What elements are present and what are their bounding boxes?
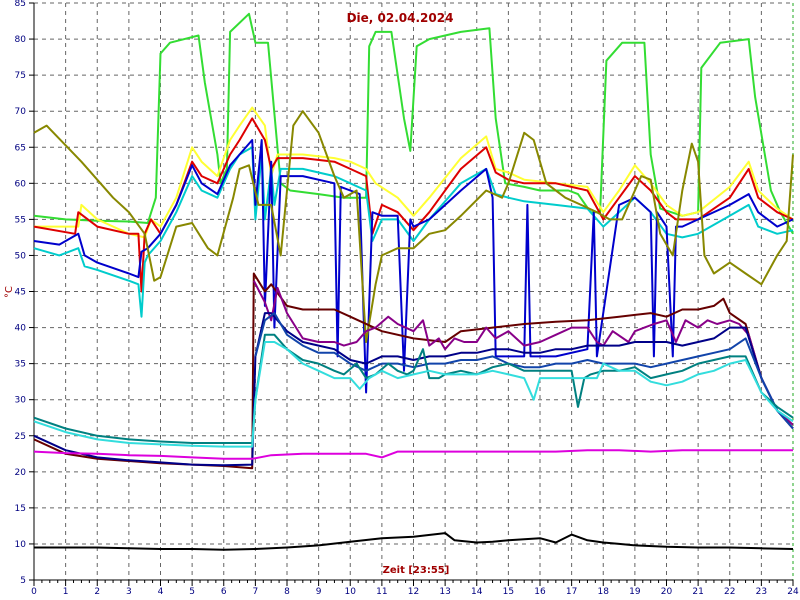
y-tick-label: 20 [15,468,27,478]
y-tick-label: 65 [15,143,26,153]
x-tick-label: 23 [756,587,767,597]
y-tick-label: 15 [15,504,26,514]
series-line-1 [33,12,794,235]
x-tick-label: 9 [316,587,322,597]
x-tick-label: 2 [94,587,100,597]
y-tick-label: 35 [15,360,26,370]
y-tick-label: 70 [15,107,27,117]
x-tick-label: 5 [189,587,195,597]
y-tick-label: 50 [15,251,27,261]
x-tick-label: 1 [63,587,69,597]
x-tick-label: 12 [408,587,419,597]
tick-labels: 0 1 2 3 4 5 6 7 8 9 10 11 12 13 14 15 16 17 18 19 20 21 22 23 24… [15,0,799,597]
x-tick-label: 14 [471,587,483,597]
x-tick-label: 24 [787,587,799,597]
x-axis-label: Zeit [23:55] [383,565,450,576]
x-tick-label: 20 [661,587,673,597]
series-line-6 [33,110,794,343]
y-tick-label: 85 [15,0,26,9]
x-tick-label: 22 [724,587,735,597]
series-line-13 [33,449,793,460]
chart-title: Die, 02.04.2024 [347,11,454,25]
axes [29,2,794,586]
x-tick-label: 0 [31,587,37,597]
x-tick-label: 7 [253,587,259,597]
x-tick-label: 15 [503,587,514,597]
y-tick-label: 45 [15,288,26,298]
y-tick-label: 30 [15,396,27,406]
x-tick-label: 4 [158,587,164,597]
series-line-8 [252,280,794,426]
x-tick-label: 6 [221,587,227,597]
y-tick-label: 60 [15,179,27,189]
series-line-5 [33,139,794,394]
x-tick-label: 11 [376,587,387,597]
x-tick-label: 13 [439,587,450,597]
y-axis-label: °C [4,286,15,298]
x-tick-label: 16 [534,587,546,597]
x-tick-label: 18 [598,587,610,597]
x-tick-label: 17 [566,587,577,597]
series-line-14 [34,532,794,551]
y-tick-label: 5 [20,576,26,586]
series-line-10 [254,312,794,430]
y-tick-label: 75 [15,71,26,81]
y-tick-label: 55 [15,215,26,225]
series-line-2 [34,106,794,239]
y-tick-label: 40 [15,324,27,334]
y-tick-label: 10 [15,540,27,550]
x-tick-label: 3 [126,587,132,597]
x-tick-label: 21 [692,587,703,597]
grid [33,2,794,581]
x-tick-label: 10 [345,587,357,597]
series-group [33,12,794,551]
series-line-12 [33,341,794,448]
y-tick-label: 80 [15,35,27,45]
y-tick-label: 25 [15,432,26,442]
x-tick-label: 8 [284,587,290,597]
x-tick-label: 19 [629,587,641,597]
